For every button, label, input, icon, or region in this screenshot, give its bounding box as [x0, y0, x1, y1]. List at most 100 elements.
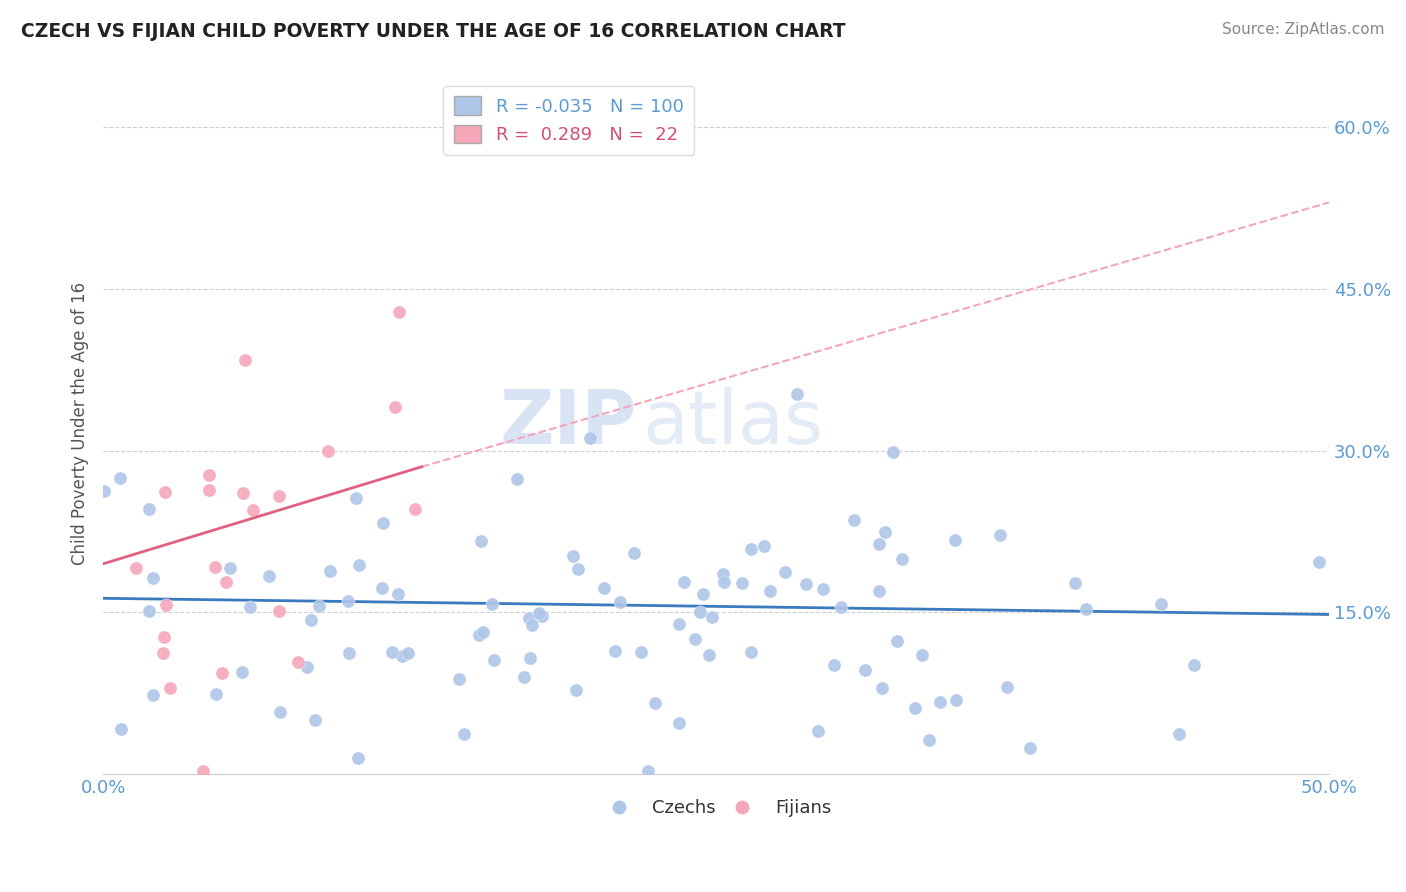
Point [531, 609, 554, 624]
Point [731, 576, 754, 591]
Point [711, 566, 734, 581]
Point [242, 503, 264, 517]
Point [404, 502, 426, 516]
Point [692, 587, 714, 601]
Point [699, 648, 721, 662]
Text: ZIP: ZIP [499, 387, 637, 460]
Point [347, 558, 370, 572]
Point [204, 559, 226, 574]
Point [472, 625, 495, 640]
Point [1308, 555, 1330, 569]
Point [269, 706, 291, 720]
Point [593, 582, 616, 596]
Point [204, 687, 226, 701]
Point [138, 501, 160, 516]
Point [337, 593, 360, 607]
Point [142, 570, 165, 584]
Point [520, 618, 543, 632]
Point [506, 472, 529, 486]
Point [853, 663, 876, 677]
Legend: Czechs, Fijians: Czechs, Fijians [593, 792, 838, 825]
Point [304, 713, 326, 727]
Point [811, 582, 834, 597]
Point [449, 672, 471, 686]
Point [700, 610, 723, 624]
Point [337, 646, 360, 660]
Point [886, 633, 908, 648]
Point [668, 617, 690, 632]
Point [1182, 657, 1205, 672]
Point [470, 533, 492, 548]
Point [391, 649, 413, 664]
Point [1167, 727, 1189, 741]
Point [668, 715, 690, 730]
Point [231, 665, 253, 679]
Point [754, 539, 776, 553]
Point [517, 610, 540, 624]
Point [873, 524, 896, 539]
Point [775, 566, 797, 580]
Point [842, 513, 865, 527]
Point [110, 722, 132, 736]
Point [93, 483, 115, 498]
Point [371, 581, 394, 595]
Point [215, 574, 238, 589]
Point [823, 657, 845, 672]
Point [316, 444, 339, 458]
Point [1074, 602, 1097, 616]
Point [868, 537, 890, 551]
Point [233, 353, 256, 368]
Point [110, 470, 132, 484]
Point [198, 483, 221, 497]
Point [153, 484, 176, 499]
Point [868, 583, 890, 598]
Point [683, 632, 706, 646]
Point [159, 681, 181, 695]
Point [138, 604, 160, 618]
Point [198, 468, 221, 483]
Point [453, 727, 475, 741]
Point [1149, 597, 1171, 611]
Point [882, 445, 904, 459]
Point [308, 599, 330, 613]
Point [564, 682, 586, 697]
Point [561, 549, 583, 563]
Point [988, 528, 1011, 542]
Point [211, 666, 233, 681]
Point [299, 613, 322, 627]
Point [513, 670, 536, 684]
Point [672, 574, 695, 589]
Point [287, 655, 309, 669]
Point [759, 584, 782, 599]
Point [232, 486, 254, 500]
Point [319, 564, 342, 578]
Point [269, 604, 291, 618]
Point [152, 646, 174, 660]
Point [142, 688, 165, 702]
Point [191, 764, 214, 779]
Point [786, 386, 808, 401]
Point [928, 696, 950, 710]
Point [794, 577, 817, 591]
Point [644, 697, 666, 711]
Point [740, 645, 762, 659]
Point [890, 552, 912, 566]
Text: CZECH VS FIJIAN CHILD POVERTY UNDER THE AGE OF 16 CORRELATION CHART: CZECH VS FIJIAN CHILD POVERTY UNDER THE … [21, 22, 846, 41]
Point [297, 659, 319, 673]
Point [870, 681, 893, 695]
Point [609, 595, 631, 609]
Point [388, 305, 411, 319]
Point [605, 643, 627, 657]
Point [155, 598, 177, 612]
Point [347, 751, 370, 765]
Point [740, 542, 762, 557]
Point [344, 491, 367, 505]
Point [529, 606, 551, 620]
Point [713, 574, 735, 589]
Point [830, 600, 852, 615]
Point [943, 533, 966, 547]
Point [153, 630, 176, 644]
Point [519, 651, 541, 665]
Point [381, 644, 404, 658]
Point [911, 648, 934, 662]
